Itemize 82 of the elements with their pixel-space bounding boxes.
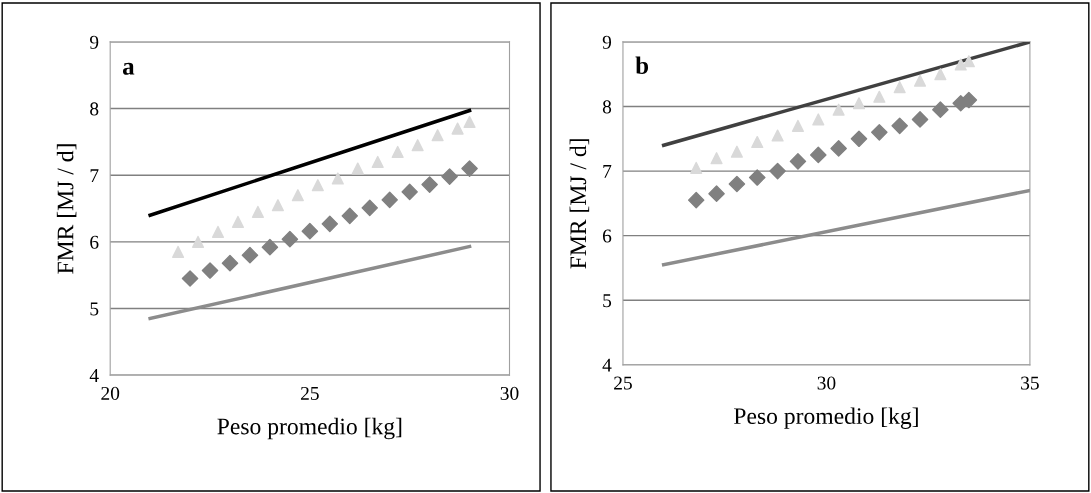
point — [751, 135, 764, 149]
y-tick-label: 4 — [602, 358, 612, 372]
point — [171, 245, 185, 258]
y-tick-label: 7 — [603, 165, 612, 178]
point — [690, 161, 703, 174]
point — [211, 225, 225, 238]
point — [371, 155, 384, 168]
x-tick-label: 30 — [500, 386, 519, 400]
y-tick-label: 8 — [90, 102, 99, 116]
point — [191, 235, 205, 248]
point — [301, 222, 319, 240]
point — [934, 68, 947, 81]
y-tick-label: 5 — [90, 302, 99, 316]
point — [251, 205, 265, 218]
annotation: b — [635, 56, 649, 74]
y-tick-label: 9 — [602, 35, 612, 49]
point — [832, 103, 845, 116]
point — [850, 130, 868, 148]
point — [830, 140, 847, 157]
point — [221, 254, 239, 272]
point — [261, 238, 279, 256]
point — [201, 262, 219, 279]
point — [708, 185, 725, 202]
point — [932, 101, 949, 119]
y-tick-label: 5 — [603, 294, 612, 308]
point — [954, 58, 967, 71]
point — [281, 230, 299, 248]
point — [341, 207, 359, 225]
y-tick-label: 9 — [89, 35, 99, 49]
x-axis-title: Peso promedio [kg] — [217, 417, 402, 440]
point — [730, 145, 743, 158]
point — [321, 215, 339, 233]
point — [809, 146, 827, 164]
point — [789, 153, 807, 170]
point — [401, 183, 418, 201]
y-axis-title: FMR [MJ / d] — [569, 139, 590, 269]
y-tick-label: 8 — [602, 100, 612, 114]
x-tick-label: 20 — [101, 386, 120, 400]
annotation: a — [122, 62, 135, 75]
point — [431, 129, 444, 142]
point — [351, 162, 364, 175]
y-tick-label: 6 — [90, 235, 99, 249]
x-tick-label: 25 — [614, 376, 632, 390]
y-axis-title: FMR [MJ / d] — [56, 144, 77, 274]
point — [891, 117, 908, 135]
point — [271, 199, 284, 212]
point — [791, 119, 805, 132]
point — [181, 270, 199, 287]
point — [291, 189, 304, 202]
point — [391, 145, 404, 158]
point — [381, 191, 399, 209]
point — [812, 113, 825, 126]
point — [852, 97, 866, 110]
point — [361, 199, 379, 217]
y-tick-label: 6 — [602, 229, 612, 243]
point — [463, 115, 476, 128]
point — [710, 152, 723, 165]
point — [311, 179, 324, 192]
point — [728, 175, 746, 193]
point — [748, 169, 766, 186]
x-tick-label: 30 — [817, 376, 836, 390]
point — [687, 191, 705, 209]
point — [771, 129, 784, 142]
point — [441, 168, 458, 185]
point — [241, 246, 259, 264]
x-tick-label: 35 — [1021, 376, 1039, 390]
point — [873, 90, 886, 103]
y-tick-label: 4 — [89, 369, 99, 382]
point — [451, 122, 464, 135]
y-tick-label: 7 — [90, 169, 99, 182]
point — [913, 74, 927, 87]
point — [871, 124, 888, 141]
point — [461, 160, 478, 177]
point — [331, 172, 344, 185]
x-axis-title: Peso promedio [kg] — [733, 407, 918, 429]
x-tick-label: 25 — [300, 386, 319, 400]
point — [893, 81, 906, 94]
point — [421, 176, 438, 193]
point — [411, 139, 424, 152]
point — [769, 162, 786, 180]
point — [911, 111, 929, 128]
point — [231, 215, 245, 228]
